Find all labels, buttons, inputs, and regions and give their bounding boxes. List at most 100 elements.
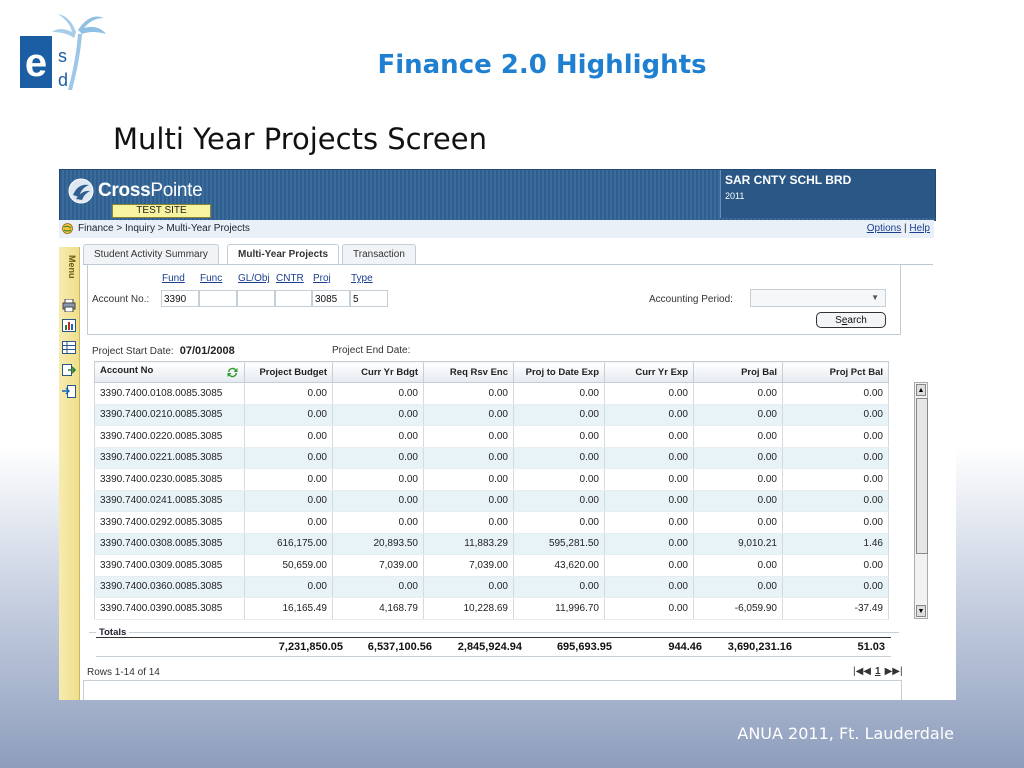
total-proj-bal: 3,690,231.16	[727, 641, 792, 653]
fund-input[interactable]: 3390	[161, 290, 199, 307]
table-row[interactable]: 3390.7400.0210.0085.3085 0.00 0.00 0.00 0.00…	[94, 404, 889, 426]
table-cell: 0.00	[604, 468, 694, 491]
org-box: SAR CNTY SCHL BRD 2011	[720, 170, 935, 218]
table-cell: 3390.7400.0108.0085.3085	[94, 382, 245, 405]
help-link[interactable]: Help	[909, 223, 930, 234]
app-header: CrossPointe TEST SITE SAR CNTY SCHL BRD …	[59, 169, 936, 221]
proj-header-link[interactable]: Proj	[313, 273, 331, 284]
chevron-down-icon[interactable]: ▼	[871, 293, 879, 302]
fund-header-link[interactable]: Fund	[162, 273, 185, 284]
table-cell: 0.00	[693, 554, 783, 577]
export-icon[interactable]	[62, 363, 76, 376]
tab-multi-year-projects[interactable]: Multi-Year Projects	[227, 244, 340, 265]
globj-input[interactable]	[237, 290, 275, 307]
table-cell: 10,228.69	[423, 597, 514, 620]
test-site-badge: TEST SITE	[112, 204, 211, 218]
table-cell: 0.00	[513, 576, 605, 598]
table-row[interactable]: 3390.7400.0108.0085.3085 0.00 0.00 0.00 0.00…	[94, 382, 889, 405]
options-link[interactable]: Options	[866, 223, 902, 234]
bottom-frame	[83, 680, 902, 700]
table-cell: 0.00	[693, 576, 783, 598]
col-project-budget[interactable]: Project Budget	[244, 361, 333, 383]
rows-count: Rows 1-14 of 14	[87, 667, 160, 678]
table-cell: 3390.7400.0230.0085.3085	[94, 468, 245, 491]
table-cell: 0.00	[332, 490, 424, 512]
table-cell: 0.00	[244, 490, 333, 512]
func-header-link[interactable]: Func	[200, 273, 223, 284]
brand: CrossPointe	[68, 178, 203, 204]
chart-icon[interactable]	[62, 319, 76, 332]
table-cell: 3390.7400.0210.0085.3085	[94, 404, 245, 426]
slide-title: Finance 2.0 Highlights	[377, 50, 707, 80]
table-cell: 11,883.29	[423, 533, 514, 555]
search-button[interactable]: Search	[816, 312, 886, 328]
refresh-icon[interactable]	[226, 366, 239, 379]
table-cell: 0.00	[513, 404, 605, 426]
total-proj-to-date-exp: 695,693.95	[556, 641, 612, 653]
grid-report-icon[interactable]	[62, 341, 76, 354]
proj-input[interactable]: 3085	[312, 290, 350, 307]
col-account-no[interactable]: Account No	[94, 361, 245, 383]
table-row[interactable]: 3390.7400.0292.0085.3085 0.00 0.00 0.00 0.00…	[94, 511, 889, 534]
document-arrow-icon[interactable]	[62, 385, 76, 398]
table-cell: 0.00	[423, 490, 514, 512]
tab-student-activity-summary[interactable]: Student Activity Summary	[83, 244, 219, 264]
pager: |◀◀ 1 ▶▶|	[853, 666, 903, 677]
accounting-period-select[interactable]: ▼	[750, 289, 886, 307]
table-row[interactable]: 3390.7400.0220.0085.3085 0.00 0.00 0.00 0.00…	[94, 425, 889, 448]
table-cell: 616,175.00	[244, 533, 333, 555]
table-row[interactable]: 3390.7400.0390.0085.3085 16,165.49 4,168.7…	[94, 597, 889, 620]
table-cell: 43,620.00	[513, 554, 605, 577]
table-cell: 0.00	[332, 425, 424, 448]
table-cell: 0.00	[332, 382, 424, 405]
table-row[interactable]: 3390.7400.0309.0085.3085 50,659.00 7,039.0…	[94, 554, 889, 577]
col-proj-bal[interactable]: Proj Bal	[693, 361, 783, 383]
table-cell: 0.00	[693, 447, 783, 469]
scroll-up-arrow-icon[interactable]: ▲	[916, 384, 926, 396]
table-cell: 0.00	[423, 404, 514, 426]
type-header-link[interactable]: Type	[351, 273, 373, 284]
scroll-thumb[interactable]	[916, 398, 928, 554]
menu-label[interactable]: Menu	[67, 255, 77, 279]
current-page[interactable]: 1	[875, 666, 881, 677]
globj-header-link[interactable]: GL/Obj	[238, 273, 270, 284]
table-cell: 0.00	[693, 490, 783, 512]
func-input[interactable]	[199, 290, 237, 307]
total-proj-pct-bal: 51.03	[857, 641, 885, 653]
totals-frame	[89, 632, 899, 633]
table-row[interactable]: 3390.7400.0221.0085.3085 0.00 0.00 0.00 0.00…	[94, 447, 889, 469]
slide-subtitle: Multi Year Projects Screen	[113, 122, 487, 156]
prev-page-icon[interactable]: ◀	[863, 666, 871, 677]
table-cell: 0.00	[332, 511, 424, 534]
table-row[interactable]: 3390.7400.0308.0085.3085 616,175.00 20,893…	[94, 533, 889, 555]
table-cell: 0.00	[244, 425, 333, 448]
table-cell: 0.00	[513, 447, 605, 469]
last-page-icon[interactable]: ▶|	[892, 666, 903, 677]
table-cell: 0.00	[693, 425, 783, 448]
app-window: CrossPointe TEST SITE SAR CNTY SCHL BRD …	[59, 169, 956, 700]
col-curr-yr-bdgt[interactable]: Curr Yr Bdgt	[332, 361, 424, 383]
menu-sidebar[interactable]: Menu	[59, 247, 80, 700]
table-cell: 0.00	[244, 468, 333, 491]
table-cell: 595,281.50	[513, 533, 605, 555]
col-curr-yr-exp[interactable]: Curr Yr Exp	[604, 361, 694, 383]
table-cell: 3390.7400.0360.0085.3085	[94, 576, 245, 598]
type-input[interactable]: 5	[350, 290, 388, 307]
next-page-icon[interactable]: ▶	[884, 666, 893, 677]
first-page-icon[interactable]: |◀	[853, 666, 864, 677]
tab-transaction[interactable]: Transaction	[342, 244, 416, 264]
grid-scrollbar[interactable]: ▲ ▼	[914, 382, 928, 619]
table-cell: 0.00	[782, 425, 889, 448]
cntr-input[interactable]	[275, 290, 312, 307]
table-row[interactable]: 3390.7400.0241.0085.3085 0.00 0.00 0.00 0.00…	[94, 490, 889, 512]
col-proj-to-date-exp[interactable]: Proj to Date Exp	[513, 361, 605, 383]
table-row[interactable]: 3390.7400.0230.0085.3085 0.00 0.00 0.00 0.00…	[94, 468, 889, 491]
col-proj-pct-bal[interactable]: Proj Pct Bal	[782, 361, 889, 383]
esd-logo: e s d	[20, 14, 106, 90]
table-row[interactable]: 3390.7400.0360.0085.3085 0.00 0.00 0.00 0.00…	[94, 576, 889, 598]
scroll-down-arrow-icon[interactable]: ▼	[916, 605, 926, 617]
printer-icon[interactable]	[62, 299, 76, 312]
table-cell: 0.00	[782, 576, 889, 598]
col-req-rsv-enc[interactable]: Req Rsv Enc	[423, 361, 514, 383]
cntr-header-link[interactable]: CNTR	[276, 273, 304, 284]
